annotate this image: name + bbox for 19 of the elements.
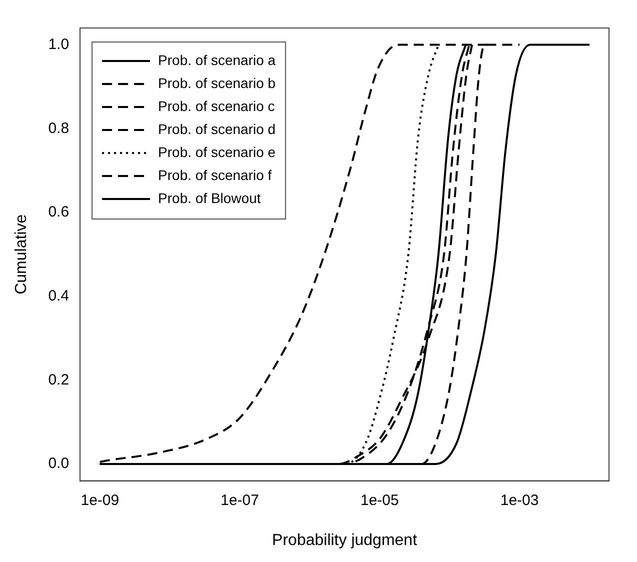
x-tick-label: 1e-03 [500,492,539,509]
legend-label: Prob. of scenario f [158,166,272,183]
y-tick-label: 0.8 [48,120,70,137]
x-tick-label: 1e-07 [220,492,259,509]
legend-label: Prob. of scenario d [158,120,276,137]
y-tick-label: 0.2 [48,371,70,388]
y-tick-label: 0.6 [48,204,70,221]
legend-label: Prob. of Blowout [158,190,261,206]
y-tick-label: 0.4 [48,287,70,304]
y-tick-label: 1.0 [48,36,70,53]
legend-label: Prob. of scenario b [158,74,276,91]
x-tick-label: 1e-09 [80,492,120,509]
legend-label: Prob. of scenario a [158,52,276,68]
y-tick-label: 0.0 [48,455,70,472]
y-axis-title: Cumulative [13,214,30,294]
x-tick-label: 1e-05 [360,492,399,509]
legend-label: Prob. of scenario e [158,144,276,160]
x-axis-title: Probability judgment [272,532,418,549]
legend-label: Prob. of scenario c [158,98,275,114]
